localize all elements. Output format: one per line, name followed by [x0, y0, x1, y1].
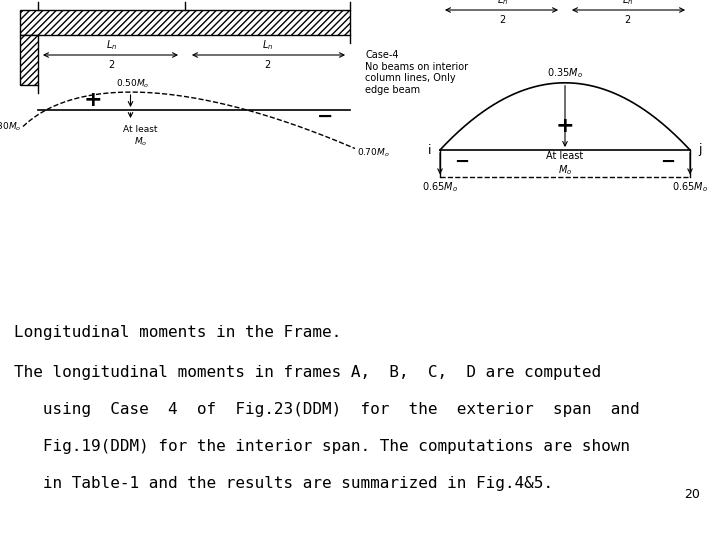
Bar	[20, 35, 38, 85]
Text: 20: 20	[684, 488, 700, 501]
Bar	[20, 10, 350, 35]
Text: i: i	[428, 144, 432, 157]
Text: $0.30M_o$: $0.30M_o$	[0, 120, 21, 133]
Text: $2$: $2$	[624, 13, 631, 25]
Text: $2$: $2$	[499, 13, 506, 25]
Text: −: −	[660, 153, 675, 171]
Text: in Table-1 and the results are summarized in Fig.4&5.: in Table-1 and the results are summarize…	[14, 476, 553, 491]
Text: $L_n$: $L_n$	[106, 38, 117, 52]
Text: $L_n$: $L_n$	[497, 0, 508, 7]
Text: $L_n$: $L_n$	[262, 38, 273, 52]
Text: Case-4
No beams on interior
column lines, Only
edge beam: Case-4 No beams on interior column lines…	[365, 50, 468, 95]
Text: −: −	[454, 153, 469, 171]
Text: $0.50M_o$: $0.50M_o$	[116, 78, 149, 90]
Text: Fig.19(DDM) for the interior span. The computations are shown: Fig.19(DDM) for the interior span. The c…	[14, 439, 630, 454]
Text: $2$: $2$	[264, 58, 271, 70]
Text: $0.35M_o$: $0.35M_o$	[547, 66, 583, 80]
Text: $0.70M_o$: $0.70M_o$	[357, 146, 390, 159]
Text: At least
$M_o$: At least $M_o$	[546, 151, 584, 177]
Text: +: +	[84, 90, 102, 110]
Text: $0.65M_o$: $0.65M_o$	[422, 180, 458, 194]
Text: −: −	[317, 107, 333, 126]
Text: The longitudinal moments in frames A,  B,  C,  D are computed: The longitudinal moments in frames A, B,…	[14, 365, 601, 380]
Text: Longitudinal moments in the Frame.: Longitudinal moments in the Frame.	[14, 325, 341, 340]
Text: +: +	[556, 117, 575, 137]
Text: using  Case  4  of  Fig.23(DDM)  for  the  exterior  span  and: using Case 4 of Fig.23(DDM) for the exte…	[14, 402, 639, 417]
Text: At least
$M_o$: At least $M_o$	[123, 125, 158, 148]
Text: $0.65M_o$: $0.65M_o$	[672, 180, 708, 194]
Text: $L_n$: $L_n$	[622, 0, 633, 7]
Text: j: j	[698, 144, 702, 157]
Text: $2$: $2$	[108, 58, 115, 70]
